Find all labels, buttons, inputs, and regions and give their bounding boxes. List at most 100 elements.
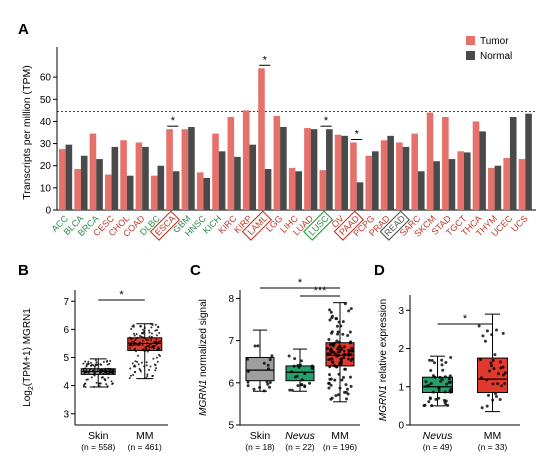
highlight-box-esca — [149, 210, 181, 241]
data-point — [342, 349, 346, 353]
data-point — [147, 349, 150, 352]
data-point — [328, 365, 332, 369]
significance-star: * — [324, 115, 329, 127]
data-point — [430, 359, 434, 363]
data-point — [99, 371, 102, 374]
data-point — [433, 361, 437, 365]
y-axis-label-base: Log — [22, 390, 33, 407]
group-count: (n = 196) — [323, 442, 357, 452]
y-axis-label: Log2(TPM+1) MGRN1 — [22, 308, 35, 407]
group-count: (n = 49) — [423, 442, 453, 452]
data-point — [427, 383, 431, 387]
highlight-box-read — [379, 210, 410, 241]
data-point — [494, 391, 498, 395]
data-point — [443, 375, 447, 379]
y-axis-label-rest: (TPM+1) MGRN1 — [22, 308, 33, 387]
data-point — [445, 382, 449, 386]
data-point — [347, 309, 351, 313]
data-point — [343, 302, 347, 306]
data-point — [89, 367, 92, 370]
data-point — [333, 341, 337, 345]
data-point — [150, 337, 153, 340]
data-point — [143, 350, 146, 353]
data-point — [104, 367, 107, 370]
data-point — [135, 343, 138, 346]
data-point — [158, 331, 161, 334]
group-count: (n = 18) — [245, 442, 275, 452]
data-point — [102, 360, 105, 363]
data-point — [105, 383, 108, 386]
data-point — [268, 385, 272, 389]
bar-tumor-lgg — [273, 115, 281, 210]
data-point — [342, 353, 346, 357]
data-point — [491, 358, 495, 362]
data-point — [329, 397, 333, 401]
y-axis-label-subscript: 2 — [28, 386, 35, 390]
data-point — [129, 347, 132, 350]
data-point — [132, 332, 135, 335]
data-point — [139, 325, 142, 328]
bar-tumor-chol — [120, 140, 127, 210]
y-tick-label: 6 — [63, 325, 69, 336]
data-point — [108, 362, 111, 365]
data-point — [105, 360, 108, 363]
data-point — [128, 336, 131, 339]
data-point — [346, 357, 350, 361]
data-point — [496, 372, 500, 376]
x-tick-label: Nevus — [423, 430, 454, 442]
y-axis-label: MGRN1 normalized signal — [198, 299, 209, 416]
data-point — [342, 345, 346, 349]
data-point — [434, 397, 438, 401]
data-point — [149, 365, 152, 368]
bar-normal-lihc — [295, 171, 303, 210]
bar-tumor-blca — [74, 169, 81, 210]
data-point — [489, 364, 493, 368]
data-point — [135, 337, 138, 340]
data-point — [156, 329, 159, 332]
data-point — [92, 364, 95, 367]
data-point — [310, 366, 314, 370]
data-point — [158, 347, 161, 350]
y-tick-label: 4 — [63, 381, 69, 392]
data-point — [348, 341, 352, 345]
data-point — [245, 357, 249, 361]
data-point — [328, 352, 332, 356]
bar-tumor-thym — [488, 167, 495, 210]
y-tick-label: 60 — [40, 73, 52, 84]
data-point — [109, 368, 112, 371]
data-point — [344, 367, 348, 371]
significance-star: * — [355, 128, 360, 140]
data-point — [329, 377, 333, 381]
data-point — [423, 403, 427, 407]
data-point — [156, 348, 159, 351]
data-point — [147, 344, 150, 347]
data-point — [148, 368, 151, 371]
data-point — [481, 334, 485, 338]
data-point — [300, 378, 304, 382]
data-point — [246, 384, 250, 388]
x-tick-label: MM — [484, 430, 502, 442]
data-point — [349, 353, 353, 357]
data-point — [431, 390, 435, 394]
bar-normal-dlbc — [157, 165, 165, 210]
bar-normal-ov — [341, 135, 348, 210]
bar-normal-hnsc — [203, 177, 211, 210]
y-axis-label: MGRN1 relative expression — [378, 299, 389, 421]
y-tick-label: 5 — [228, 421, 234, 432]
data-point — [491, 398, 495, 402]
data-point — [141, 336, 144, 339]
bar-tumor-skcm — [426, 112, 434, 210]
data-point — [332, 344, 336, 348]
data-point — [143, 336, 146, 339]
data-point — [330, 330, 334, 334]
data-point — [101, 369, 104, 372]
bar-normal-chol — [126, 175, 134, 210]
data-point — [147, 329, 150, 332]
legend-swatch-tumor — [466, 36, 475, 45]
data-point — [300, 383, 304, 387]
data-point — [327, 338, 331, 342]
bar-normal-sarc — [418, 171, 425, 210]
data-point — [350, 346, 354, 350]
data-point — [133, 340, 136, 343]
bar-normal-cesc — [111, 146, 119, 210]
